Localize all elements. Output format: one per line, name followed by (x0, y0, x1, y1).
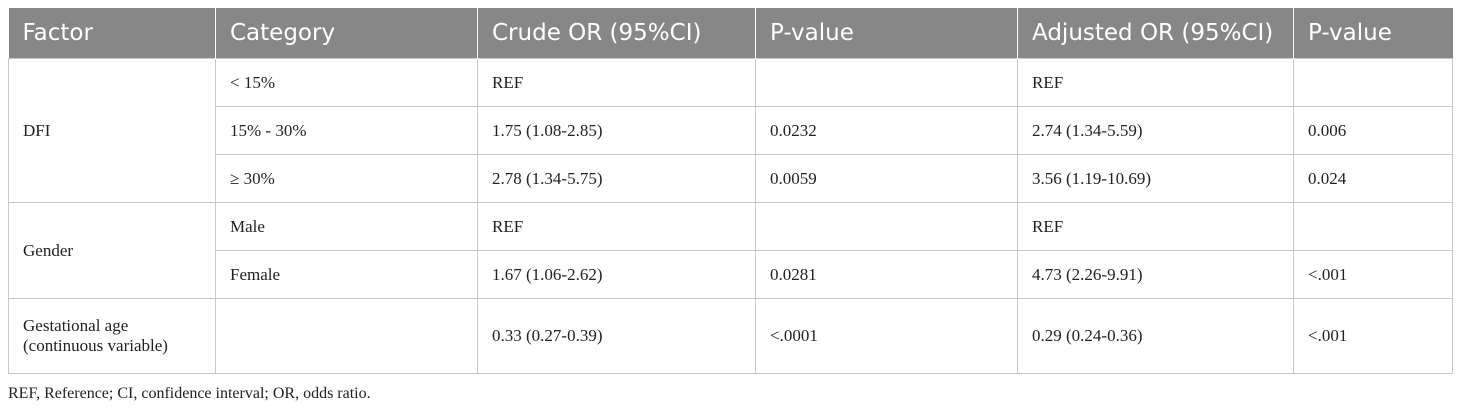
table-cell: 0.0281 (755, 250, 1018, 299)
table-cell: REF (477, 202, 756, 251)
header-cell: Adjusted OR (95%CI) (1017, 8, 1294, 59)
header-cell: P-value (1293, 8, 1453, 59)
table-cell: 1.75 (1.08-2.85) (477, 106, 756, 155)
table-cell: REF (1017, 58, 1294, 107)
table-cell: 0.33 (0.27-0.39) (477, 298, 756, 374)
table-cell: 2.74 (1.34-5.59) (1017, 106, 1294, 155)
table-cell: 1.67 (1.06-2.62) (477, 250, 756, 299)
table-cell: < 15% (215, 58, 478, 107)
factor-cell: Gestational age (continuous variable) (8, 298, 216, 374)
table-cell (755, 58, 1018, 107)
table-cell (755, 202, 1018, 251)
table-cell: 3.56 (1.19-10.69) (1017, 154, 1294, 203)
table-cell: Male (215, 202, 478, 251)
table-row: ≥ 30% 2.78 (1.34-5.75) 0.0059 3.56 (1.19-10… (9, 154, 1453, 203)
header-cell: Factor (8, 8, 216, 59)
header-cell: Crude OR (95%CI) (477, 8, 756, 59)
table-cell: REF (477, 58, 756, 107)
table-cell (1293, 58, 1453, 107)
table-row: DFI < 15% REF REF (8, 58, 1453, 203)
table-cell: 0.0059 (755, 154, 1018, 203)
table-cell: 2.78 (1.34-5.75) (477, 154, 756, 203)
table-body: DFI < 15% REF REF 15% - 30% 1.75 (1.08-2.85) 0… (8, 58, 1453, 374)
table-cell: ≥ 30% (215, 154, 478, 203)
header-cell: P-value (755, 8, 1018, 59)
table-cell: 15% - 30% (215, 106, 478, 155)
footnote: REF, Reference; CI, confidence interval;… (8, 385, 371, 402)
table-cell: 0.29 (0.24-0.36) (1017, 298, 1294, 374)
table-cell: REF (1017, 202, 1294, 251)
table-cell: 0.006 (1293, 106, 1453, 155)
table-row: Gestational age (continuous variable) 0.3… (8, 298, 1453, 374)
table-cell: 0.0232 (755, 106, 1018, 155)
header-row: Factor Category Crude OR (95%CI) P-value Adj… (8, 8, 1453, 59)
odds-ratio-table: Factor Category Crude OR (95%CI) P-value Adj… (8, 8, 1453, 374)
table-row: 15% - 30% 1.75 (1.08-2.85) 0.0232 2.74 (1.3… (9, 106, 1453, 155)
table-cell: 4.73 (2.26-9.91) (1017, 250, 1294, 299)
header-cell: Category (215, 8, 478, 59)
table-row: Gender Male REF REF (8, 202, 1453, 299)
table-cell (1293, 202, 1453, 251)
table-cell (215, 298, 478, 374)
table-cell: <.001 (1293, 298, 1453, 374)
table-row: Female 1.67 (1.06-2.62) 0.0281 4.73 (2.26-9… (9, 250, 1453, 299)
table-cell: Female (215, 250, 478, 299)
table-cell: <.001 (1293, 250, 1453, 299)
table-cell: 0.024 (1293, 154, 1453, 203)
factor-cell: Gender (8, 202, 216, 299)
table-cell: <.0001 (755, 298, 1018, 374)
factor-cell: DFI (8, 58, 216, 203)
